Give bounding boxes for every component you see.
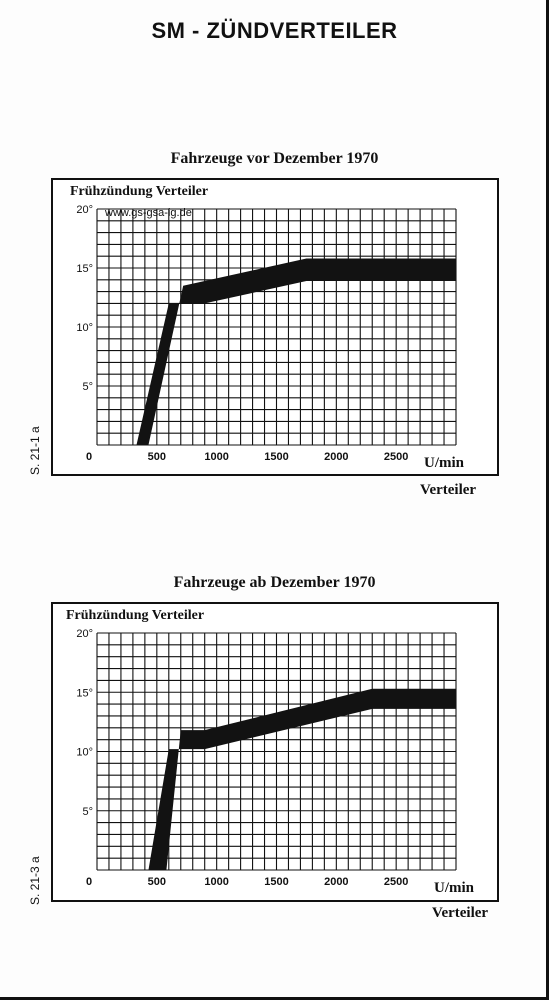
chart-1-x-axis-label: Verteiler xyxy=(420,482,477,498)
chart-2-x-units: U/min xyxy=(434,880,475,896)
chart-1-x-units: U/min xyxy=(424,455,465,471)
x-tick-label: 1000 xyxy=(204,451,228,463)
y-tick-label: 10° xyxy=(76,322,93,334)
x-tick-label: 500 xyxy=(148,876,166,888)
watermark: www.gs-gsa-ig.de xyxy=(103,207,194,219)
y-tick-label: 5° xyxy=(82,806,93,818)
grid xyxy=(96,632,457,871)
chart-1-plot: 0 500 1000 1500 2000 2500 5° 10° 15° 20° xyxy=(76,204,457,463)
y-tick-label: 15° xyxy=(76,263,93,275)
x-tick-label: 2000 xyxy=(324,876,348,888)
chart-2-title: Fahrzeuge ab Dezember 1970 xyxy=(173,574,376,591)
chart-2-x-axis-label: Verteiler xyxy=(432,905,489,921)
y-tick-label: 20° xyxy=(76,628,93,640)
chart-2-y-axis-label: Frühzündung Verteiler xyxy=(66,608,205,623)
grid xyxy=(96,208,457,446)
advance-curve-band xyxy=(148,688,456,870)
advance-curve-band xyxy=(136,258,457,445)
x-tick-label: 1000 xyxy=(204,876,228,888)
x-tick-label: 500 xyxy=(148,451,166,463)
x-tick-label: 2500 xyxy=(384,876,408,888)
chart-1-title: Fahrzeuge vor Dezember 1970 xyxy=(170,150,379,167)
y-tick-label: 20° xyxy=(76,204,93,216)
chart-2-page-reference: S. 21-3 a xyxy=(28,856,42,905)
y-tick-label: 15° xyxy=(76,687,93,699)
y-tick-label: 5° xyxy=(82,381,93,393)
x-tick-label: 1500 xyxy=(264,451,288,463)
y-tick-label: 10° xyxy=(76,747,93,759)
x-tick-label: 2000 xyxy=(324,451,348,463)
x-tick-label: 1500 xyxy=(264,876,288,888)
x-tick-label: 2500 xyxy=(384,451,408,463)
chart-1-y-axis-label: Frühzündung Verteiler xyxy=(70,184,209,199)
x-tick-label: 0 xyxy=(86,876,92,888)
x-tick-label: 0 xyxy=(86,451,92,463)
page-title: SM - ZÜNDVERTEILER xyxy=(151,18,398,43)
